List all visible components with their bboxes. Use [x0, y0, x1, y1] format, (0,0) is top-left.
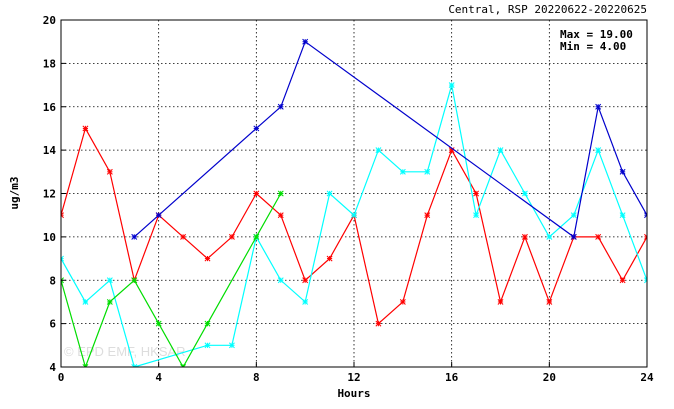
x-tick-label: 16	[445, 371, 459, 384]
series-3-point	[155, 212, 162, 219]
x-tick-label: 8	[253, 371, 260, 384]
series-2-point	[277, 190, 284, 197]
y-tick-label: 6	[49, 318, 56, 331]
series-1-point	[302, 298, 309, 305]
series-0-point	[619, 277, 626, 284]
series-0-point	[644, 233, 647, 240]
series-0-point	[546, 298, 553, 305]
series-1-point	[644, 277, 647, 284]
series-1-point	[204, 342, 211, 349]
series-3-point	[131, 233, 138, 240]
y-tick-label: 8	[49, 274, 56, 287]
series-1-point	[375, 147, 382, 154]
series-1-point	[473, 212, 480, 219]
series-3-point	[619, 168, 626, 175]
series-0-point	[277, 212, 284, 219]
y-tick-label: 18	[43, 57, 56, 70]
series-3-point	[277, 103, 284, 110]
series-3-line	[133, 40, 647, 238]
series-0-point	[326, 255, 333, 262]
series-3-point	[302, 38, 309, 45]
watermark: © EPD EMF, HKSAR	[64, 344, 186, 359]
series-1-point	[61, 255, 64, 262]
series-0-point	[595, 233, 602, 240]
series-0-point	[473, 190, 480, 197]
series-1-point	[82, 298, 89, 305]
y-tick-label: 4	[49, 361, 56, 374]
x-tick-label: 4	[155, 371, 162, 384]
series-1-point	[448, 82, 455, 89]
y-tick-label: 10	[43, 231, 56, 244]
series-1-point	[570, 212, 577, 219]
series-0-point	[82, 125, 89, 132]
series-3-point	[644, 212, 647, 219]
series-0-point	[424, 212, 431, 219]
series-1-point	[106, 277, 113, 284]
series-1-point	[351, 212, 357, 219]
series-0-point	[399, 298, 406, 305]
series-0-point	[253, 190, 260, 197]
y-tick-label: 12	[43, 188, 56, 201]
series-2-point	[253, 233, 260, 240]
series-0-point	[228, 233, 235, 240]
series-0-point	[497, 298, 504, 305]
series-2-point	[155, 320, 162, 327]
x-axis-label: Hours	[337, 387, 370, 400]
series-1-point	[277, 277, 284, 284]
x-tick-label: 24	[640, 371, 654, 384]
series-0-point	[375, 320, 382, 327]
series-2-point	[180, 364, 187, 367]
series-1-point	[228, 342, 235, 349]
series-0-point	[180, 233, 187, 240]
max-label: Max = 19.00	[560, 28, 633, 41]
y-tick-label: 14	[43, 144, 57, 157]
series-1-point	[326, 190, 333, 197]
series-0-point	[521, 233, 528, 240]
x-tick-label: 20	[543, 371, 556, 384]
series-1-point	[546, 233, 553, 240]
series-0-point	[106, 168, 113, 175]
series-1-point	[399, 168, 406, 175]
x-tick-label: 12	[347, 371, 360, 384]
series-0-point	[61, 212, 64, 219]
chart-title: Central, RSP 20220622-20220625	[448, 3, 647, 16]
series-1-point	[497, 147, 504, 154]
series-3-point	[570, 233, 577, 240]
series-1-point	[595, 147, 602, 154]
series-3-point	[253, 125, 260, 132]
series-layer	[61, 38, 647, 367]
series-1-point	[131, 364, 138, 367]
y-tick-label: 16	[43, 101, 57, 114]
series-3-point	[595, 103, 602, 110]
series-2-point	[82, 364, 89, 367]
series-1-point	[521, 190, 528, 197]
series-0-point	[302, 277, 309, 284]
min-label: Min = 4.00	[560, 40, 626, 53]
series-0-point	[204, 255, 211, 262]
series-2-point	[131, 277, 138, 284]
series-1-point	[424, 168, 431, 175]
x-tick-label: 0	[58, 371, 65, 384]
grid	[61, 20, 647, 367]
series-2-point	[204, 320, 211, 327]
y-axis-label: ug/m3	[8, 176, 21, 209]
series-2-point	[106, 298, 113, 305]
series-1-point	[619, 212, 626, 219]
y-tick-label: 20	[43, 14, 56, 27]
